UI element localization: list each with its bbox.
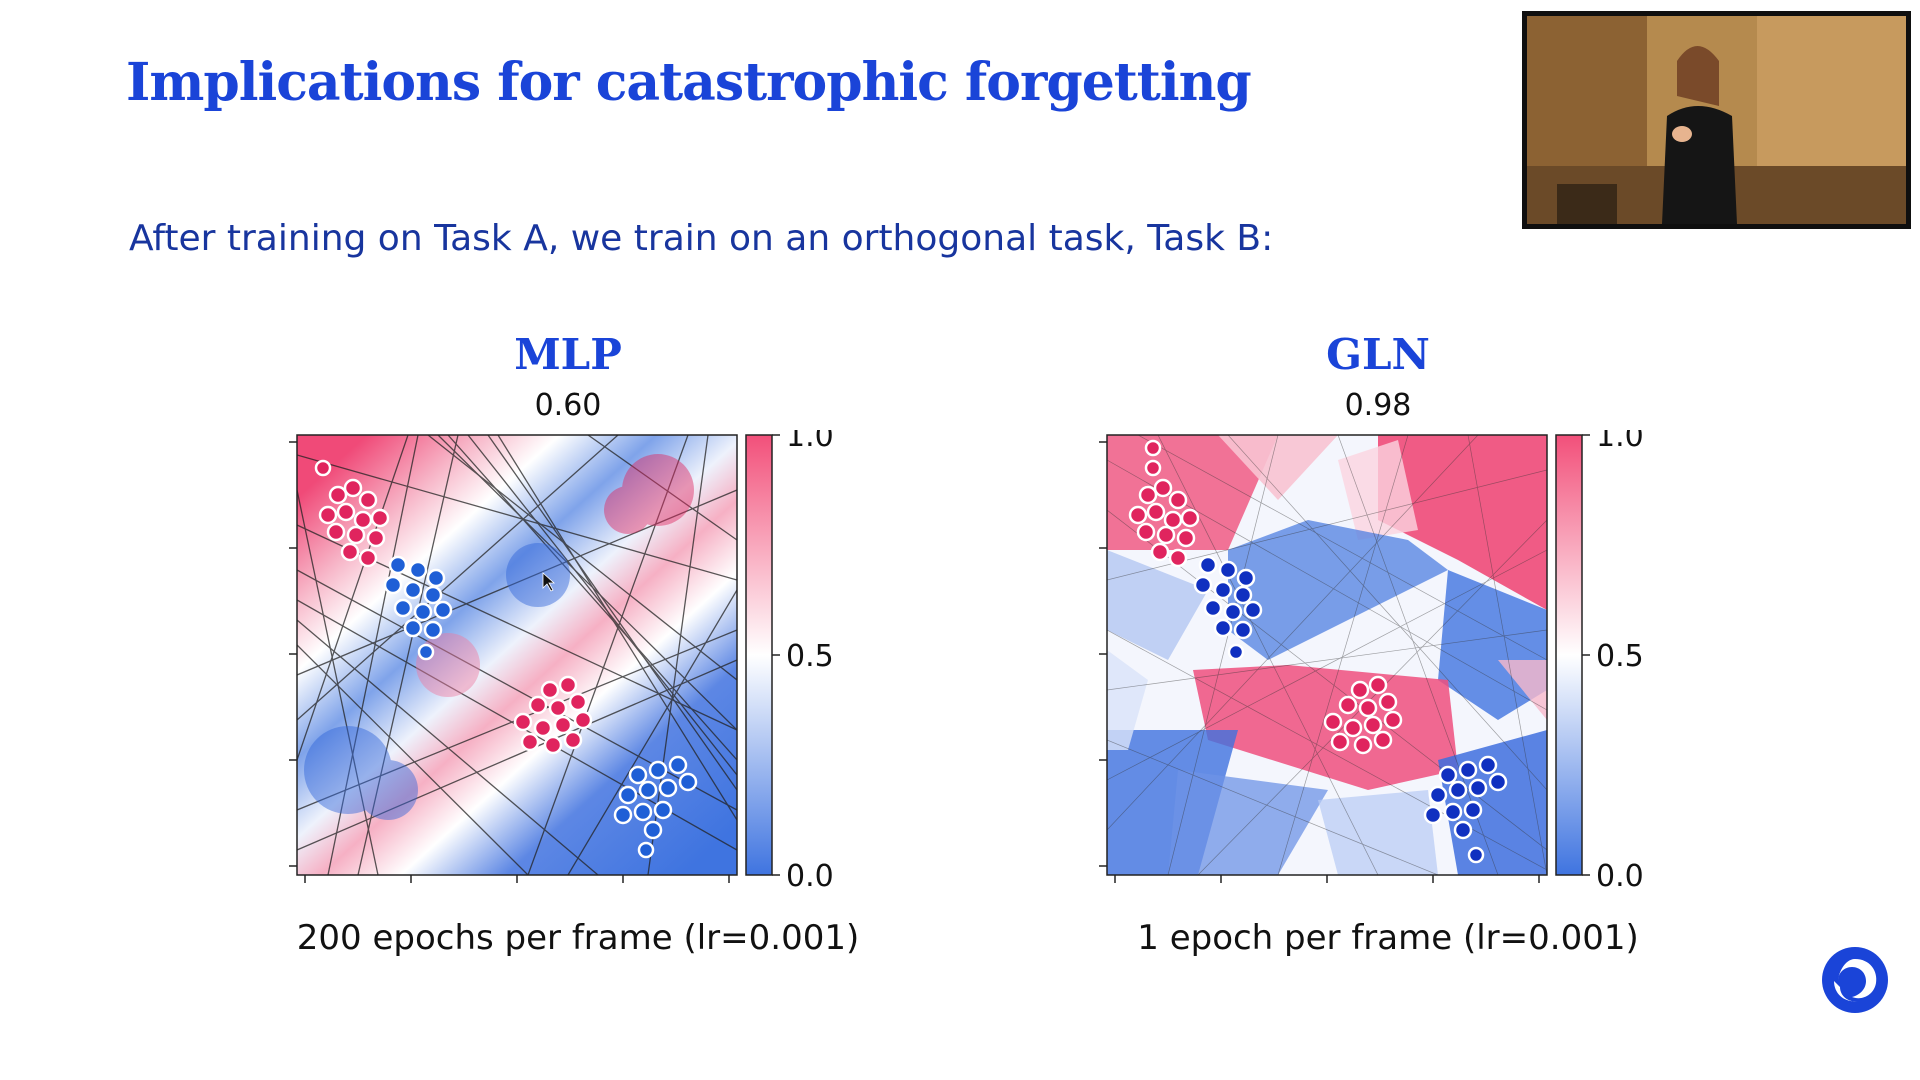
slide-title: Implications for catastrophic forgetting	[126, 52, 1252, 113]
deepmind-logo-icon	[1822, 947, 1888, 1013]
mlp-decision-plot: 1.0 0.5 0.0	[289, 430, 834, 894]
mlp-colorbar-tick-low: 0.0	[786, 859, 834, 894]
slide-subtitle: After training on Task A, we train on an…	[129, 218, 1274, 259]
mlp-axis-ticks	[289, 441, 730, 883]
gln-axis-ticks	[1099, 441, 1540, 883]
gln-colorbar-tick-mid: 0.5	[1596, 639, 1644, 674]
mouse-cursor-icon	[542, 572, 556, 592]
gln-colorbar-tick-high: 1.0	[1596, 430, 1644, 454]
gln-caption: 1 epoch per frame (lr=0.001)	[1137, 918, 1639, 958]
mlp-caption: 200 epochs per frame (lr=0.001)	[296, 918, 860, 958]
gln-panel: GLN 0.98	[1078, 330, 1698, 980]
mlp-heading: MLP	[514, 330, 622, 379]
gln-colorbar	[1555, 434, 1583, 876]
webcam-video-frame	[1527, 16, 1906, 224]
speaker-webcam	[1522, 11, 1911, 229]
mlp-panel: MLP 0.60	[268, 330, 888, 980]
mlp-colorbar	[745, 434, 773, 876]
gln-decision-plot: 1.0 0.5 0.0	[1099, 430, 1644, 894]
mlp-colorbar-tick-high: 1.0	[786, 430, 834, 454]
gln-score: 0.98	[1344, 388, 1412, 423]
gln-data-points	[1128, 439, 1508, 864]
gln-heading: GLN	[1326, 330, 1430, 379]
gln-hyperplanes	[1107, 435, 1547, 875]
mlp-faded-points	[304, 454, 694, 820]
gln-colorbar-tick-low: 0.0	[1596, 859, 1644, 894]
mlp-score: 0.60	[534, 388, 602, 423]
mlp-data-points	[314, 459, 698, 859]
mlp-colorbar-tick-mid: 0.5	[786, 639, 834, 674]
